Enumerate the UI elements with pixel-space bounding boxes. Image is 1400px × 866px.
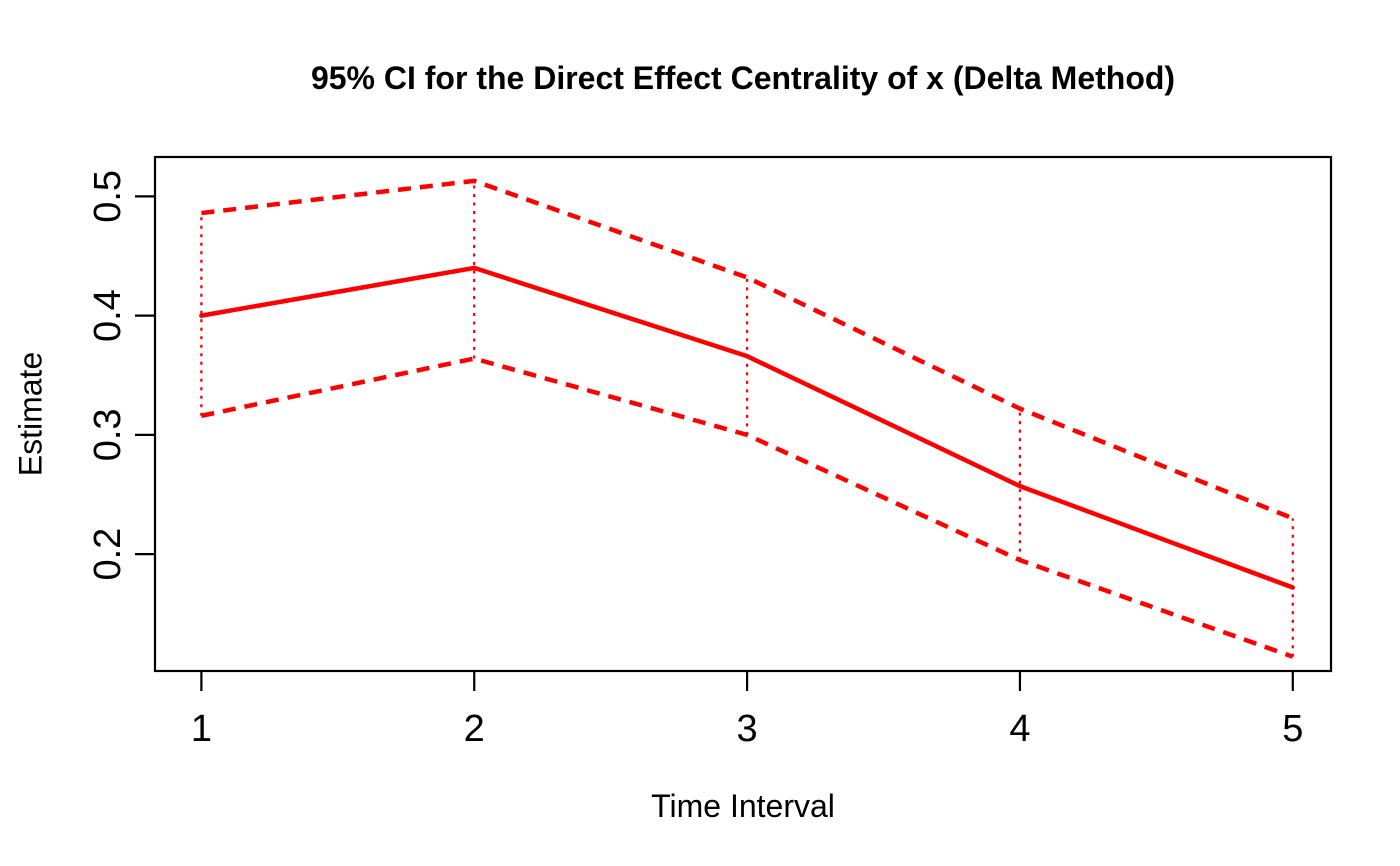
chart-title: 95% CI for the Direct Effect Centrality … — [310, 60, 1176, 96]
x-tick-label: 2 — [464, 708, 485, 750]
lower-ci-line — [200, 356, 1294, 659]
x-tick-label: 1 — [191, 708, 212, 750]
x-tick-label: 3 — [737, 708, 758, 750]
plot-box — [153, 155, 1333, 673]
upper-ci-line — [201, 178, 1294, 521]
y-tick-label: 0.2 — [87, 528, 129, 581]
x-tick-label: 5 — [1282, 708, 1303, 750]
x-axis-label: Time Interval — [651, 788, 835, 824]
y-tick-label: 0.5 — [87, 170, 129, 223]
y-axis-label: Estimate — [12, 351, 49, 477]
y-tick-label: 0.4 — [87, 289, 129, 342]
y-tick-label: 0.3 — [87, 408, 129, 461]
estimate-line — [199, 265, 1296, 590]
x-tick-label: 4 — [1009, 708, 1030, 750]
